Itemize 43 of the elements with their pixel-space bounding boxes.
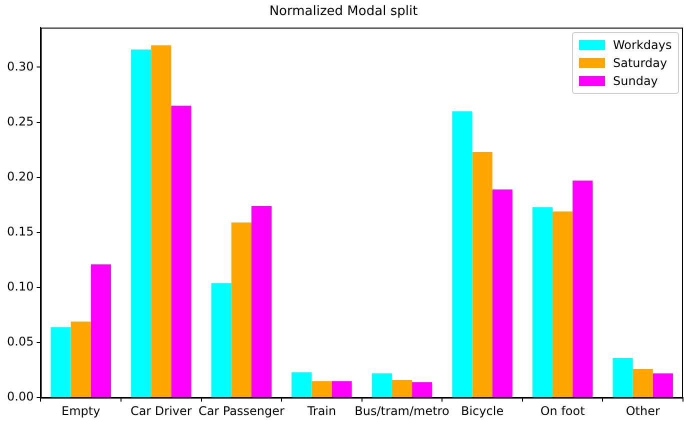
bar [532,207,553,398]
x-tick-label: Other [626,404,660,418]
x-tick-label: Train [306,404,336,418]
bar [472,152,492,398]
bar [652,373,673,398]
x-tick-label: Bus/tram/metro [354,404,450,418]
bar [251,206,272,398]
bar [372,373,392,398]
bar [452,111,472,398]
legend-label: Sunday [613,74,658,88]
bar [231,222,252,398]
bar [70,322,91,398]
y-tick-label: 0.05 [7,334,34,349]
legend-label: Saturday [613,56,668,70]
x-tick-label: Bicycle [460,404,504,418]
bar [312,381,332,398]
y-tick-label: 0.00 [7,390,34,404]
bar [211,283,232,398]
x-tick-label: On foot [540,404,586,418]
y-tick-label: 0.15 [7,224,34,239]
bar [332,381,352,398]
legend-label: Workdays [613,38,672,52]
y-tick-label: 0.10 [7,280,34,294]
y-tick-label: 0.20 [7,169,34,184]
bar [572,180,593,398]
bar [90,264,111,398]
bar [412,382,432,398]
bar [151,45,172,398]
x-tick-label: Empty [62,404,100,418]
y-tick-label: 0.25 [7,114,34,128]
x-tick-label: Car Driver [130,404,192,418]
bar [552,212,573,398]
bar [292,372,312,398]
x-tick-label: Car Passenger [198,404,284,418]
bar [632,368,653,398]
y-tick-label: 0.30 [7,59,34,74]
bar [50,327,71,398]
bar [171,106,192,398]
bar [392,380,412,398]
chart-title: Normalized Modal split [269,4,418,20]
bar [492,189,512,398]
bar [612,358,633,398]
bar [131,50,152,398]
